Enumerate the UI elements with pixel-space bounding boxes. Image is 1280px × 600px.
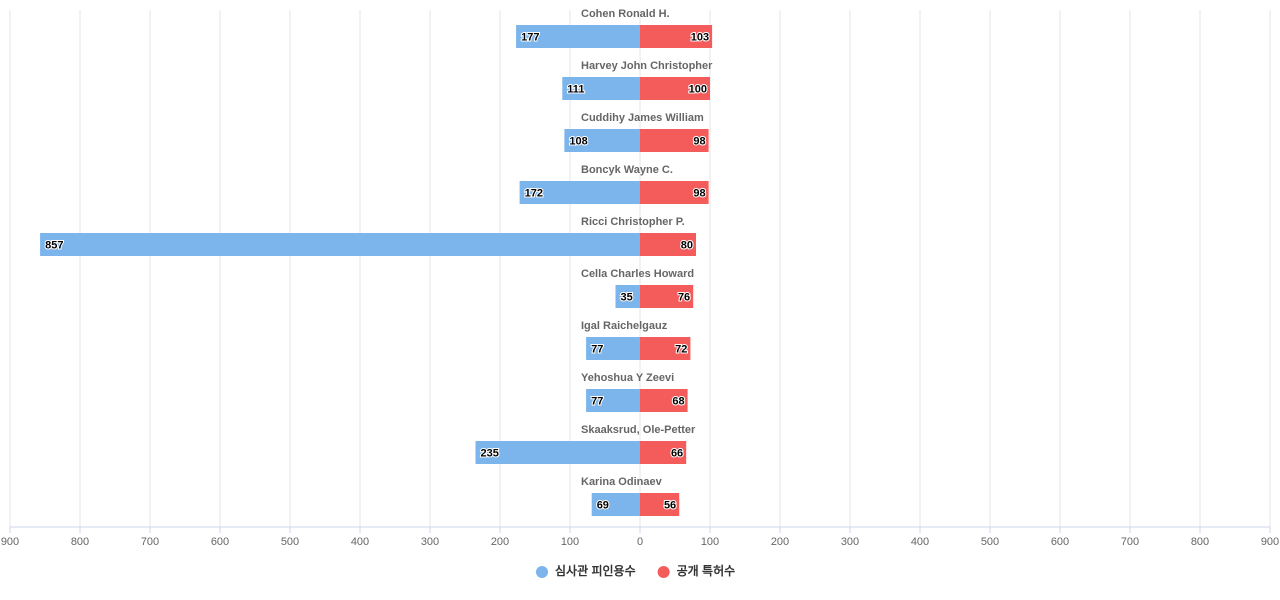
data-label: 177: [521, 31, 539, 43]
bar: [640, 389, 688, 412]
bar: [40, 233, 641, 256]
bar: [516, 25, 640, 48]
bar: [640, 285, 694, 308]
x-tick-label: 0: [637, 536, 643, 548]
data-label: 111: [567, 83, 584, 95]
legend-label: 심사관 피인용수: [555, 563, 636, 578]
bar: [640, 441, 687, 464]
data-label: 857: [45, 239, 63, 251]
x-tick-label: 500: [981, 536, 999, 548]
x-tick-label: 200: [491, 536, 509, 548]
legend-label: 공개 특허수: [677, 563, 736, 578]
x-tick-label: 300: [841, 536, 859, 548]
category-label: Yehoshua Y Zeevi: [581, 372, 674, 384]
data-label: 77: [591, 343, 603, 355]
data-label: 98: [693, 187, 705, 199]
bar: [640, 77, 710, 100]
x-tick-label: 800: [1191, 536, 1209, 548]
data-label: 98: [693, 135, 705, 147]
data-label: 103: [691, 31, 709, 43]
category-label: Cohen Ronald H.: [581, 8, 670, 20]
data-label: 80: [681, 239, 693, 251]
data-label: 172: [525, 187, 543, 199]
data-label: 108: [569, 135, 587, 147]
x-tick-label: 600: [1051, 536, 1069, 548]
category-label: Skaaksrud, Ole-Petter: [581, 424, 696, 436]
data-label: 77: [591, 395, 603, 407]
category-label: Cuddihy James William: [581, 112, 704, 124]
bar: [640, 181, 709, 204]
x-tick-label: 800: [71, 536, 89, 548]
bar: [475, 441, 640, 464]
category-label: Igal Raichelgauz: [581, 320, 668, 332]
x-tick-label: 400: [911, 536, 929, 548]
data-label: 100: [689, 83, 707, 95]
bar: [562, 77, 640, 100]
data-label: 76: [678, 291, 690, 303]
x-tick-label: 500: [281, 536, 299, 548]
category-label: Harvey John Christopher: [581, 60, 713, 72]
data-label: 69: [597, 499, 609, 511]
bar: [586, 337, 640, 360]
category-label: Boncyk Wayne C.: [581, 164, 673, 176]
x-tick-label: 200: [771, 536, 789, 548]
bar: [640, 233, 696, 256]
data-label: 235: [481, 447, 499, 459]
data-label: 72: [675, 343, 687, 355]
category-label: Cella Charles Howard: [581, 268, 694, 280]
bar: [640, 337, 691, 360]
category-label: Karina Odinaev: [581, 476, 663, 488]
category-label: Ricci Christopher P.: [581, 216, 685, 228]
bar: [615, 285, 640, 308]
bar: [519, 181, 640, 204]
bar: [640, 25, 713, 48]
data-label: 66: [671, 447, 683, 459]
x-tick-label: 900: [1261, 536, 1279, 548]
x-tick-label: 400: [351, 536, 369, 548]
x-tick-label: 900: [1, 536, 19, 548]
x-tick-label: 600: [211, 536, 229, 548]
x-tick-label: 700: [141, 536, 159, 548]
bar: [640, 129, 709, 152]
bar: [640, 493, 680, 516]
legend-marker: [657, 566, 670, 578]
data-label: 68: [672, 395, 684, 407]
legend-marker: [536, 566, 548, 578]
bar: [564, 129, 640, 152]
data-label: 56: [664, 499, 676, 511]
bar: [591, 493, 640, 516]
x-tick-label: 100: [561, 536, 579, 548]
data-label: 35: [621, 291, 633, 303]
bar: [586, 389, 640, 412]
x-tick-label: 100: [701, 536, 719, 548]
x-tick-label: 300: [421, 536, 439, 548]
x-tick-label: 700: [1121, 536, 1139, 548]
